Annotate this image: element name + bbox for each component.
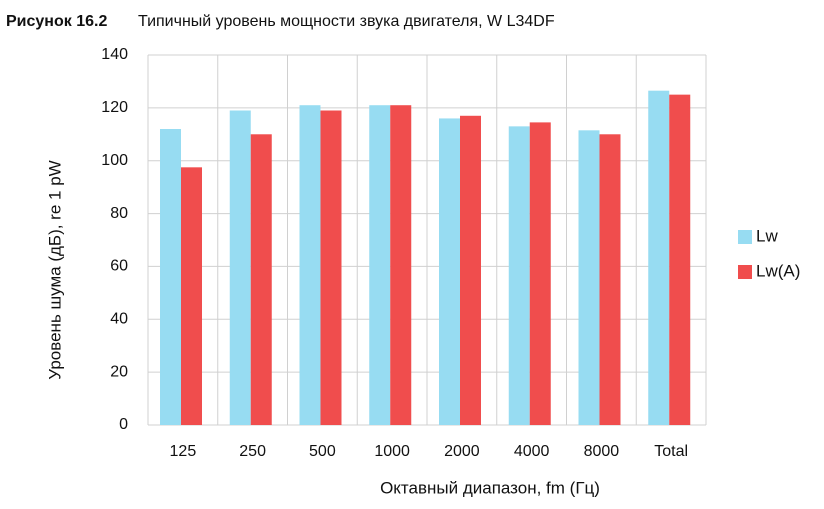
bar <box>160 129 181 425</box>
y-tick-label: 20 <box>110 363 128 380</box>
x-tick-label: Total <box>654 443 688 460</box>
bar <box>529 122 551 426</box>
bar <box>229 110 251 425</box>
x-tick-label: 500 <box>309 443 336 460</box>
bar <box>439 118 460 425</box>
legend-label: Lw <box>756 226 778 245</box>
y-tick-label: 140 <box>101 46 128 63</box>
bar <box>648 90 670 425</box>
bar <box>460 115 481 426</box>
bar <box>599 134 621 426</box>
y-tick-label: 100 <box>101 152 128 169</box>
y-tick-label: 120 <box>101 99 128 116</box>
x-tick-label: 8000 <box>584 443 620 460</box>
bar <box>181 167 202 426</box>
legend-swatch <box>738 230 752 244</box>
bar <box>299 105 321 425</box>
x-tick-label: 2000 <box>444 443 480 460</box>
legend-swatch <box>738 265 752 279</box>
bar <box>390 105 412 425</box>
y-axis-label: Уровень шума (дБ), re 1 pW <box>45 160 64 379</box>
y-tick-label: 0 <box>119 416 128 433</box>
chart-title: Типичный уровень мощности звука двигател… <box>138 13 555 30</box>
x-axis-label: Октавный диапазон, fm (Гц) <box>380 478 600 497</box>
bar <box>250 134 272 426</box>
legend-label: Lw(A) <box>756 261 800 280</box>
y-tick-label: 80 <box>110 205 128 222</box>
bar <box>578 130 600 426</box>
x-tick-label: 125 <box>170 443 197 460</box>
x-tick-label: 250 <box>239 443 266 460</box>
y-tick-label: 60 <box>110 258 128 275</box>
y-tick-label: 40 <box>110 311 128 328</box>
bar <box>320 110 342 425</box>
bar <box>508 126 530 425</box>
bar <box>369 105 391 425</box>
bar <box>669 94 691 426</box>
x-tick-label: 4000 <box>514 443 550 460</box>
figure-label: Рисунок 16.2 <box>6 13 107 30</box>
x-tick-label: 1000 <box>374 443 410 460</box>
